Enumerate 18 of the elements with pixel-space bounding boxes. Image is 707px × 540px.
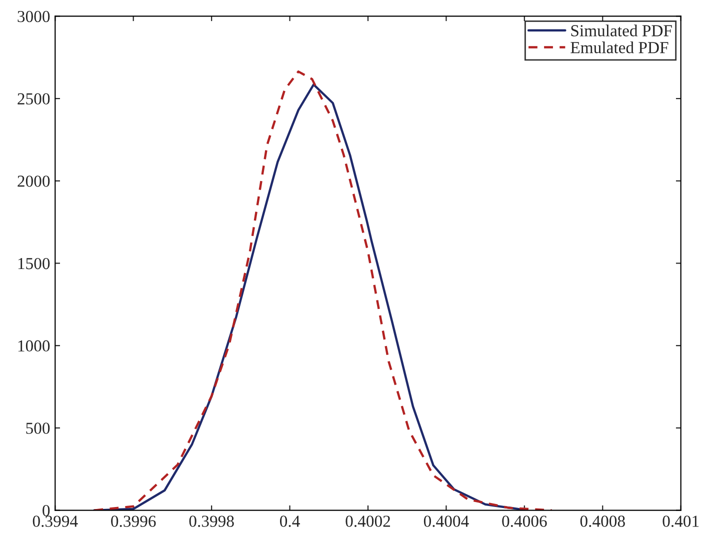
x-tick-label: 0.4002 (346, 516, 390, 527)
y-tick-label: 2500 (18, 93, 50, 104)
x-tick-label: 0.3998 (189, 516, 234, 527)
x-tick-label: 0.4008 (580, 516, 625, 527)
y-tick-label: 500 (26, 422, 50, 434)
y-tick-label: 3000 (18, 10, 50, 22)
x-tick-label: 0.3996 (111, 516, 156, 527)
x-tick-label: 0.3994 (32, 516, 78, 527)
x-tick-label: 0.4 (280, 516, 300, 527)
x-tick-label: 0.4006 (502, 516, 547, 527)
y-tick-label: 1500 (18, 258, 50, 270)
legend-label: Simulated PDF (571, 24, 672, 36)
y-tick-label: 1000 (18, 340, 50, 352)
legend-label: Emulated PDF (570, 42, 668, 54)
y-tick-label: 2000 (18, 176, 50, 187)
x-tick-label: 0.4004 (424, 516, 469, 527)
x-tick-label: 0.401 (662, 516, 699, 527)
y-tick-label: 0 (42, 505, 50, 516)
